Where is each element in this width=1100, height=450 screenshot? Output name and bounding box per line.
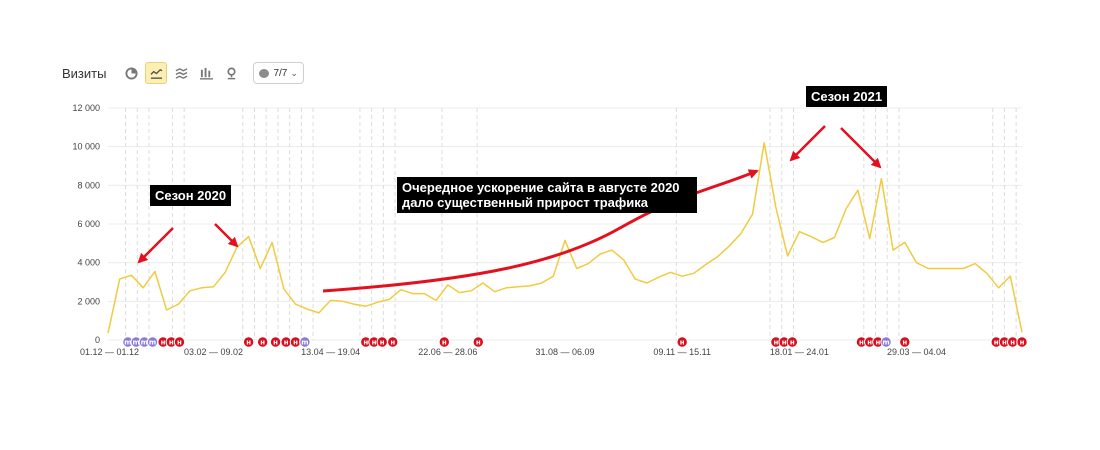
chevron-down-icon: ⌄ <box>290 67 298 78</box>
svg-text:н: н <box>284 339 289 347</box>
svg-text:н: н <box>442 339 447 347</box>
x-tick-label: 18.01 — 24.01 <box>770 347 829 357</box>
note-guide-lines <box>125 108 1017 340</box>
svg-text:н: н <box>859 339 864 347</box>
note-marker[interactable]: н <box>256 336 269 348</box>
svg-text:н: н <box>246 339 251 347</box>
arrow-2020-left <box>137 227 174 264</box>
chart-toolbar: Визиты 7/7 ⌄ <box>62 60 304 86</box>
chart-grid <box>108 107 1022 341</box>
comment-icon <box>259 68 270 78</box>
arrow-2021-left <box>789 125 826 162</box>
svg-text:н: н <box>1010 339 1015 347</box>
svg-text:m: m <box>124 339 131 347</box>
bar-chart-icon[interactable] <box>195 62 217 84</box>
note-marker[interactable]: н <box>242 336 255 348</box>
note-marker[interactable]: н <box>472 336 484 348</box>
chart-title: Визиты <box>62 65 107 81</box>
svg-text:н: н <box>273 339 278 347</box>
note-marker[interactable]: н <box>280 336 292 348</box>
svg-text:н: н <box>161 339 166 347</box>
note-marker[interactable]: н <box>676 336 688 348</box>
svg-text:н: н <box>476 339 481 347</box>
notes-dropdown-button[interactable]: 7/7 ⌄ <box>253 62 304 84</box>
annotation-arrows <box>137 125 882 293</box>
svg-text:m: m <box>882 339 889 347</box>
note-marker[interactable]: н <box>899 336 911 348</box>
svg-text:m: m <box>301 339 308 347</box>
svg-text:н: н <box>363 339 368 347</box>
x-tick-label: 13.04 — 19.04 <box>301 347 360 357</box>
svg-text:m: m <box>141 339 148 347</box>
note-marker[interactable]: н <box>387 336 399 348</box>
svg-text:m: m <box>149 339 156 347</box>
arrow-acceleration <box>322 169 759 293</box>
note-marker[interactable]: н <box>269 336 282 348</box>
note-marker[interactable]: m <box>146 336 159 348</box>
y-tick-label: 10 000 <box>72 142 100 152</box>
svg-text:н: н <box>380 339 385 347</box>
svg-text:н: н <box>902 339 907 347</box>
notes-count: 7/7 <box>273 67 288 79</box>
svg-text:н: н <box>782 339 787 347</box>
svg-text:н: н <box>875 339 880 347</box>
svg-text:н: н <box>790 339 795 347</box>
x-tick-label: 29.03 — 04.04 <box>887 347 946 357</box>
y-tick-label: 6 000 <box>77 219 100 229</box>
note-marker[interactable]: н <box>360 336 372 348</box>
visits-series-line <box>107 142 1023 334</box>
note-marker[interactable]: н <box>786 336 799 348</box>
note-marker[interactable]: н <box>990 336 1002 348</box>
x-tick-label: 09.11 — 15.11 <box>653 347 711 357</box>
y-axis: 0 2 000 4 000 6 000 8 000 10 000 12 000 <box>72 103 100 345</box>
svg-text:н: н <box>774 339 779 347</box>
map-pin-icon[interactable] <box>220 62 242 84</box>
svg-text:н: н <box>390 339 395 347</box>
x-tick-label: 03.02 — 09.02 <box>184 347 243 357</box>
svg-text:н: н <box>1020 339 1025 347</box>
svg-text:m: m <box>132 339 139 347</box>
arrow-2020-right <box>214 223 239 248</box>
svg-text:н: н <box>994 339 999 347</box>
note-marker[interactable]: н <box>173 336 186 348</box>
annotation-season-2021: Сезон 2021 <box>806 86 888 107</box>
y-tick-label: 8 000 <box>77 180 100 190</box>
svg-text:н: н <box>680 339 685 347</box>
annotation-season-2020: Сезон 2020 <box>150 185 232 206</box>
svg-text:н: н <box>372 339 377 347</box>
x-axis: 01.12 — 01.12 03.02 — 09.02 13.04 — 19.04 2… <box>80 347 946 357</box>
note-marker[interactable]: m <box>880 336 892 348</box>
pie-icon[interactable] <box>120 62 142 84</box>
note-marker[interactable]: m <box>299 336 311 348</box>
note-marker[interactable]: н <box>376 336 388 348</box>
note-marker[interactable]: н <box>438 336 451 348</box>
annotation-acceleration: Очередное ускорение сайта в августе 2020… <box>397 177 697 213</box>
svg-text:н: н <box>260 339 265 347</box>
svg-text:н: н <box>867 339 872 347</box>
y-tick-label: 2 000 <box>77 296 100 306</box>
note-marker[interactable]: н <box>289 336 302 348</box>
x-tick-label: 31.08 — 06.09 <box>535 347 594 357</box>
note-marker[interactable]: н <box>1006 336 1019 348</box>
arrow-2021-right <box>840 127 882 169</box>
note-marker[interactable]: н <box>1016 336 1028 348</box>
svg-text:н: н <box>169 339 174 347</box>
y-tick-label: 12 000 <box>72 103 100 113</box>
line-chart-icon[interactable] <box>145 62 168 84</box>
svg-text:н: н <box>177 339 182 347</box>
x-tick-label: 22.06 — 28.06 <box>418 347 477 357</box>
x-tick-label: 01.12 — 01.12 <box>80 347 139 357</box>
svg-text:н: н <box>293 339 298 347</box>
area-chart-icon[interactable] <box>170 62 192 84</box>
y-tick-label: 4 000 <box>77 258 100 268</box>
svg-text:н: н <box>1002 339 1007 347</box>
y-tick-label: 0 <box>95 335 100 345</box>
